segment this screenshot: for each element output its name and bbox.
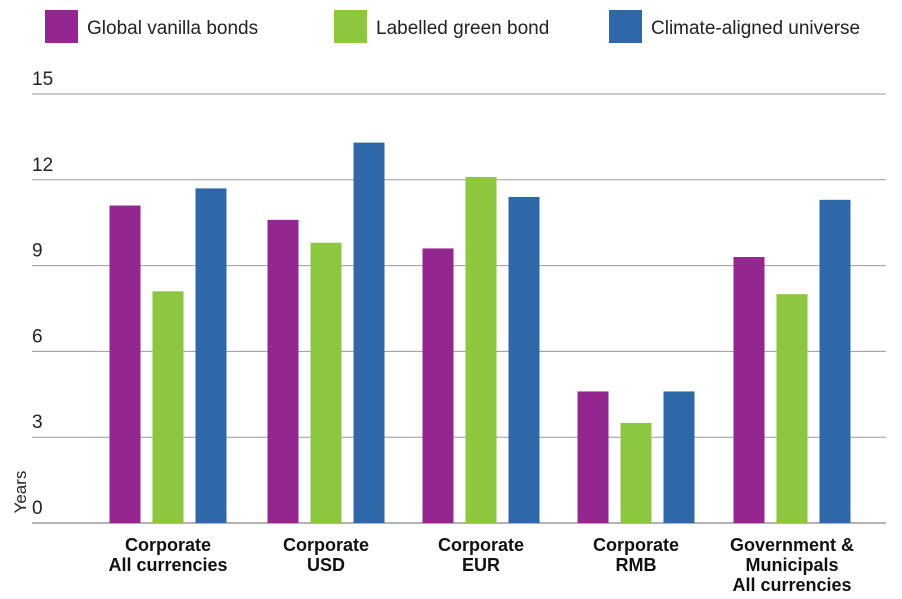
bar-2-3 <box>353 142 385 523</box>
bar-1-2 <box>152 291 184 523</box>
bar-3-1 <box>422 248 454 523</box>
legend: Global vanilla bonds Labelled green bond C… <box>45 10 860 43</box>
y-tick-label-15: 15 <box>32 69 53 90</box>
bar-1-1 <box>109 205 141 524</box>
y-tick-label-6: 6 <box>32 326 43 347</box>
bar-4-2 <box>620 422 652 523</box>
bar-3-2 <box>465 176 497 523</box>
bar-2-1 <box>267 219 299 523</box>
y-tick-label-3: 3 <box>32 412 43 433</box>
x-tick-label-1: Corporate All currencies <box>108 535 227 575</box>
legend-label-1: Global vanilla bonds <box>87 18 258 39</box>
x-tick-label-3: Corporate EUR <box>438 535 524 575</box>
x-tick-label-2: Corporate USD <box>283 535 369 575</box>
legend-swatch-1 <box>45 10 78 43</box>
legend-label-3: Climate-aligned universe <box>651 18 860 39</box>
y-tick-label-9: 9 <box>32 241 43 262</box>
x-axis-labels: Corporate All currencies Corporate USD Corpo… <box>108 535 854 595</box>
legend-label-2: Labelled green bond <box>376 18 549 39</box>
y-axis-ticks: 0 3 6 9 12 15 <box>32 69 53 519</box>
bar-5-3 <box>819 199 851 523</box>
x-tick-label-4: Corporate RMB <box>593 535 679 575</box>
y-tick-label-12: 12 <box>32 155 53 176</box>
x-tick-label-5: Government & Municipals All currencies <box>730 535 854 595</box>
y-axis-title: Years <box>11 471 30 514</box>
bar-5-1 <box>733 257 765 523</box>
bar-1-3 <box>195 188 227 523</box>
legend-swatch-3 <box>609 10 642 43</box>
bar-4-1 <box>577 391 609 523</box>
bar-2-2 <box>310 242 342 523</box>
y-tick-label-0: 0 <box>32 498 43 519</box>
bar-3-3 <box>508 196 540 523</box>
bar-5-2 <box>776 294 808 523</box>
bar-4-3 <box>663 391 695 523</box>
legend-swatch-2 <box>334 10 367 43</box>
bars <box>109 142 851 524</box>
